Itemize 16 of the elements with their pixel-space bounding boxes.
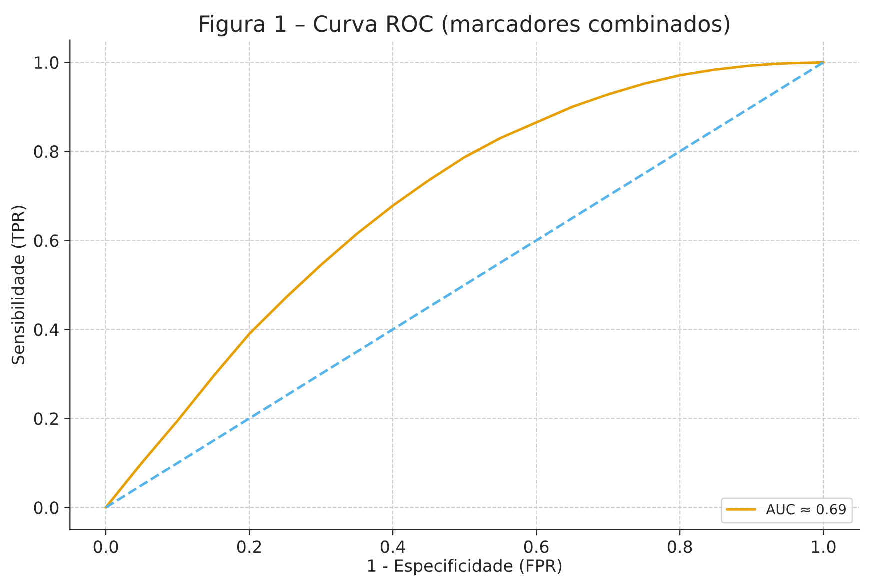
y-tick-label: 0.6: [34, 234, 59, 248]
legend-label: AUC ≈ 0.69: [766, 504, 846, 515]
y-tick-label: 0.0: [34, 502, 59, 514]
x-tick-label: 0.8: [668, 540, 692, 554]
x-axis-title: 1 - Especificidade (FPR): [368, 559, 562, 576]
chart-title: Figura 1 – Curva ROC (marcadores combinados): [200, 15, 730, 37]
x-tick-label: 0.0: [94, 540, 118, 554]
y-tick-label: 0.2: [34, 412, 58, 426]
y-axis-title: Sensibilidade (TPR): [12, 206, 26, 364]
x-tick-label: 1.0: [812, 540, 836, 554]
y-tick-label: 0.8: [34, 146, 59, 158]
x-tick-label: 0.2: [237, 540, 262, 554]
x-tick-label: 0.6: [524, 540, 549, 554]
y-tick-label: 0.4: [34, 324, 59, 336]
y-tick-label: 1.0: [35, 56, 59, 70]
x-tick-label: 0.4: [380, 540, 406, 554]
